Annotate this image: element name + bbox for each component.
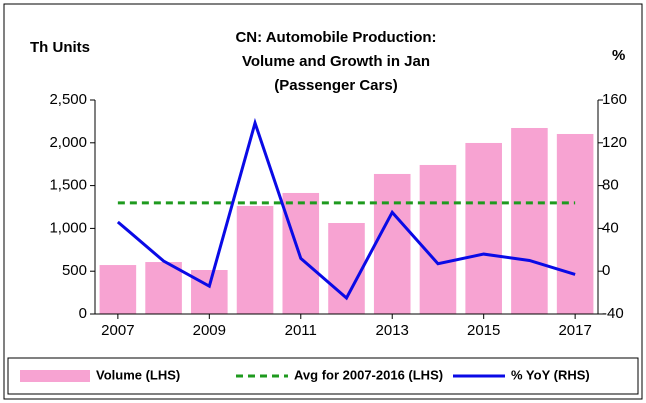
legend-swatch [20,370,90,382]
bar [328,223,365,314]
x-tick-label: 2009 [193,322,226,339]
y2-tick-label: 80 [602,177,619,194]
y-axis-label: Th Units [30,39,90,56]
x-tick-label: 2013 [376,322,409,339]
bar [419,164,457,314]
chart-title: Volume and Growth in Jan [242,53,430,70]
y-tick-label: 0 [79,305,87,322]
bar [236,205,274,314]
y2-tick-label: 40 [602,219,619,236]
chart-title: (Passenger Cars) [274,77,397,94]
y-tick-label: 1,000 [49,219,87,236]
y-tick-label: 2,500 [49,91,87,108]
bar [373,173,411,314]
legend-label: Volume (LHS) [96,367,180,382]
bar [145,262,182,314]
legend [7,357,639,395]
legend-label: Avg for 2007-2016 (LHS) [294,367,443,382]
y2-tick-label: -40 [602,305,624,322]
bar [511,127,548,314]
y-tick-label: 1,500 [49,177,87,194]
line [116,117,576,301]
y-tick-label: 2,000 [49,134,87,151]
y2-axis-label: % [612,47,625,64]
bar [99,265,137,314]
x-tick-label: 2007 [101,322,134,339]
y2-tick-label: 120 [602,134,627,151]
x-tick-label: 2015 [467,322,500,339]
y-tick-label: 500 [62,262,87,279]
bar [191,270,228,314]
x-tick-label: 2017 [558,322,591,339]
bar [465,142,502,314]
y2-tick-label: 160 [602,91,627,108]
bar [556,133,594,314]
legend-label: % YoY (RHS) [511,367,590,382]
x-tick-label: 2011 [285,322,317,339]
y2-tick-label: 0 [602,262,610,279]
chart-title: CN: Automobile Production: [235,29,436,46]
bar [282,192,320,314]
